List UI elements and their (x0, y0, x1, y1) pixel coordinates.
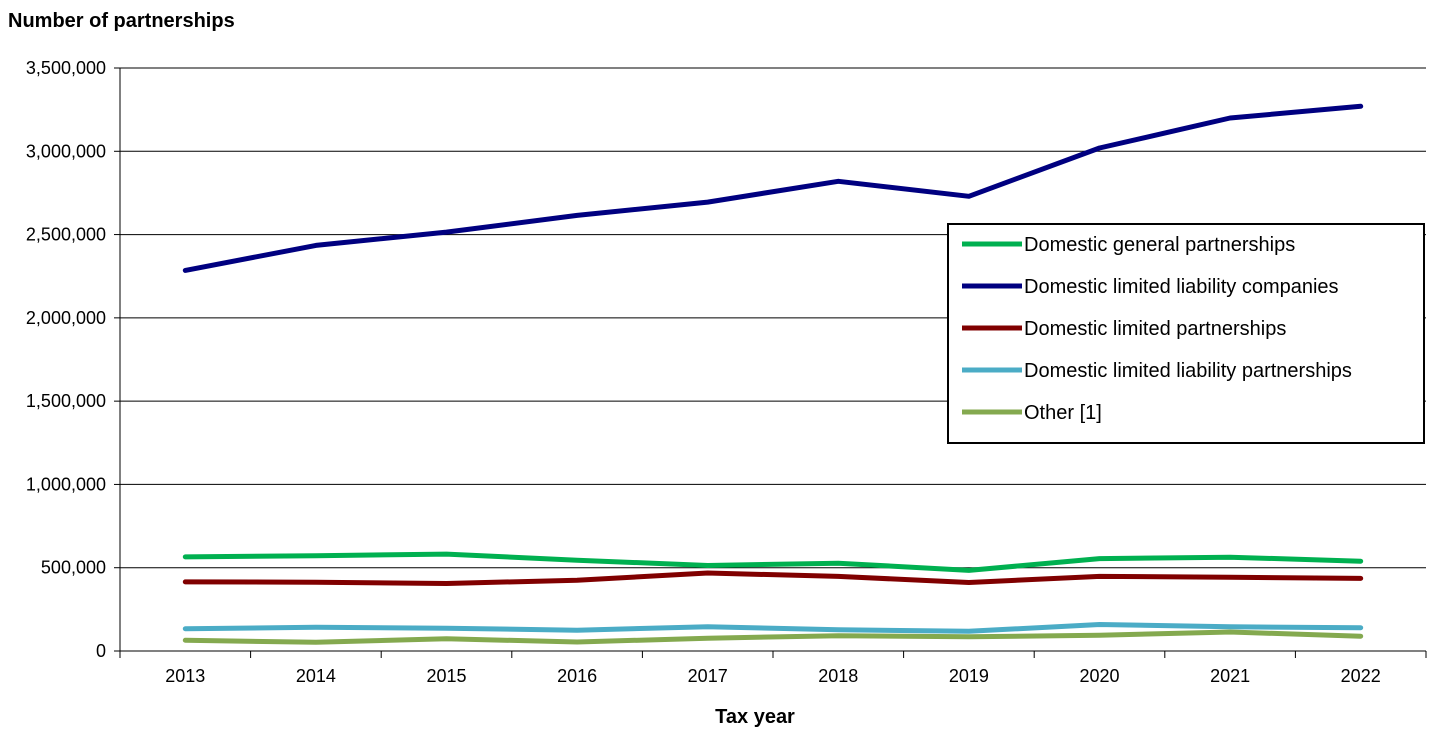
x-tick-label: 2013 (165, 666, 205, 686)
gridlines (120, 67, 1426, 569)
series-other-1 (182, 629, 1364, 645)
x-tick-label: 2021 (1210, 666, 1250, 686)
y-tick-label: 1,500,000 (26, 391, 106, 411)
series-domestic-limited-liability-partnerships (182, 622, 1364, 634)
x-tick-label: 2020 (1079, 666, 1119, 686)
y-tick-label: 3,500,000 (26, 58, 106, 78)
y-tick-label: 500,000 (41, 558, 106, 578)
legend-label: Domestic general partnerships (1024, 234, 1295, 256)
x-tick-label: 2017 (688, 666, 728, 686)
series-domestic-limited-liability-companies (182, 103, 1364, 273)
series-lines (182, 103, 1364, 645)
series-line (182, 629, 1364, 645)
x-tick-label: 2016 (557, 666, 597, 686)
x-tick-label: 2022 (1341, 666, 1381, 686)
series-line (182, 622, 1364, 634)
y-tick-label: 2,000,000 (26, 308, 106, 328)
y-tick-label: 2,500,000 (26, 225, 106, 245)
x-tick-label: 2015 (426, 666, 466, 686)
x-tick-label: 2018 (818, 666, 858, 686)
series-line (182, 551, 1364, 573)
series-domestic-limited-partnerships (182, 570, 1364, 586)
y-tick-label: 1,000,000 (26, 474, 106, 494)
x-axis-title: Tax year (715, 706, 795, 728)
axes: 0 500,000 1,000,000 1,500,000 2,000,000 2,500… (26, 58, 1427, 686)
legend-label: Other [1] (1024, 402, 1102, 424)
x-tick-label: 2019 (949, 666, 989, 686)
legend-label: Domestic limited liability companies (1024, 276, 1339, 298)
y-tick-label: 0 (96, 641, 106, 661)
y-tick-label: 3,000,000 (26, 141, 106, 161)
legend-label: Domestic limited liability partnerships (1024, 360, 1352, 382)
y-axis-title: Number of partnerships (8, 10, 235, 32)
series-domestic-general-partnerships (182, 551, 1364, 573)
x-tick-label: 2014 (296, 666, 336, 686)
legend: Domestic general partnerships Domestic li… (947, 223, 1425, 444)
legend-label: Domestic limited partnerships (1024, 318, 1286, 340)
series-line (182, 570, 1364, 586)
series-line (182, 103, 1364, 273)
legend-box (947, 223, 1425, 444)
